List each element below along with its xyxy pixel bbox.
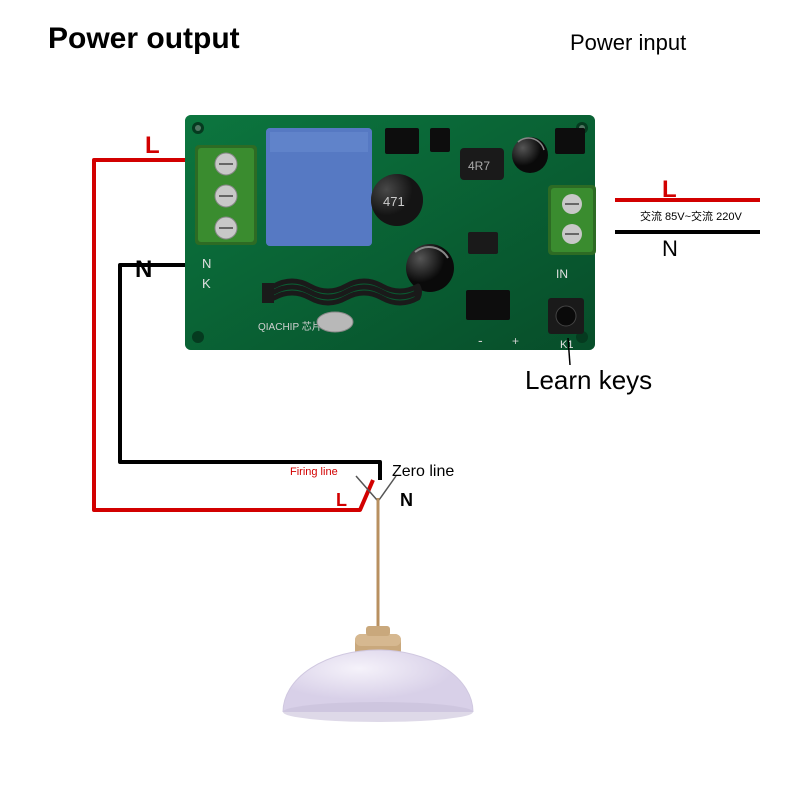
board-brand-label: QIACHIP 芯片 [258, 320, 322, 333]
board-k1-label: K1 [560, 339, 573, 351]
board-plus: + [512, 334, 519, 348]
board-in-label: IN [556, 267, 568, 281]
capacitor-4r7: 4R7 [460, 148, 504, 180]
capacitor-top-right [512, 137, 548, 173]
lamp-shade [283, 650, 473, 722]
chip-2 [430, 128, 450, 152]
opto [468, 232, 498, 254]
learn-button [548, 298, 584, 334]
capacitor-large [406, 244, 454, 292]
chip-3 [555, 128, 585, 154]
relay [266, 128, 372, 246]
input-terminal-block [548, 185, 596, 255]
inductor: 471 [371, 174, 423, 226]
board-k-label: K [202, 276, 211, 291]
board-minus: - [478, 332, 483, 348]
output-terminal-block [195, 145, 257, 245]
wiring-diagram-svg: K N 471 4R7 IN K1 QIACHIP [0, 0, 800, 800]
svg-text:4R7: 4R7 [468, 159, 490, 173]
svg-text:471: 471 [383, 194, 405, 209]
board-n-label: N [202, 256, 211, 271]
chip-1 [385, 128, 419, 154]
chip-4 [466, 290, 510, 320]
